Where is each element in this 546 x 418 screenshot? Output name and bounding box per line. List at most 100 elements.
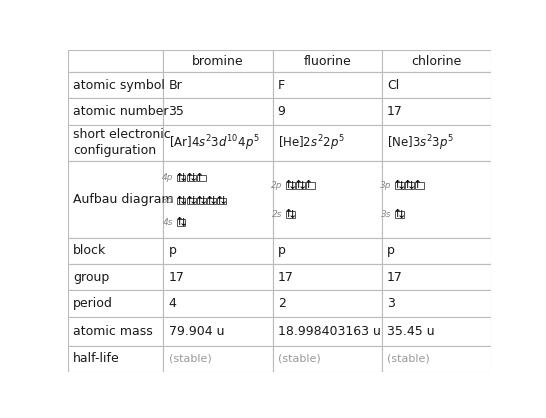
- Bar: [395, 182, 404, 189]
- Text: 35.45 u: 35.45 u: [387, 325, 435, 338]
- Bar: [272, 161, 382, 238]
- Text: Cl: Cl: [387, 79, 399, 92]
- Text: fluorine: fluorine: [304, 55, 351, 68]
- Text: ↓: ↓: [298, 181, 307, 191]
- Text: 2: 2: [278, 297, 286, 310]
- Text: ↑: ↑: [174, 217, 184, 227]
- Text: 35: 35: [169, 105, 185, 118]
- Bar: [382, 290, 491, 316]
- Text: ↑: ↑: [174, 196, 184, 206]
- Bar: [272, 98, 382, 125]
- Bar: [68, 161, 163, 238]
- Text: ↓: ↓: [188, 173, 198, 184]
- Bar: [163, 98, 272, 125]
- Bar: [197, 198, 206, 204]
- Bar: [163, 50, 272, 72]
- Bar: [296, 182, 305, 189]
- Bar: [382, 98, 491, 125]
- Bar: [176, 198, 186, 204]
- Text: (stable): (stable): [387, 354, 430, 364]
- Bar: [382, 316, 491, 346]
- Bar: [272, 346, 382, 372]
- Bar: [416, 182, 424, 189]
- Text: atomic mass: atomic mass: [73, 325, 153, 338]
- Bar: [272, 125, 382, 161]
- Text: p: p: [387, 245, 395, 257]
- Bar: [68, 50, 163, 72]
- Bar: [272, 50, 382, 72]
- Bar: [272, 264, 382, 290]
- Text: 17: 17: [278, 270, 294, 284]
- Bar: [68, 316, 163, 346]
- Bar: [163, 125, 272, 161]
- Bar: [68, 98, 163, 125]
- Text: period: period: [73, 297, 113, 310]
- Bar: [68, 346, 163, 372]
- Bar: [187, 175, 195, 181]
- Bar: [272, 238, 382, 264]
- Text: ↑: ↑: [393, 209, 402, 219]
- Bar: [68, 238, 163, 264]
- Bar: [382, 264, 491, 290]
- Text: 3s: 3s: [381, 210, 391, 219]
- Text: ↓: ↓: [219, 196, 228, 206]
- Bar: [163, 346, 272, 372]
- Text: ↑: ↑: [294, 180, 303, 190]
- Bar: [176, 175, 186, 181]
- Text: ↓: ↓: [407, 181, 416, 191]
- Bar: [382, 72, 491, 98]
- Bar: [382, 50, 491, 72]
- Bar: [382, 161, 491, 238]
- Bar: [197, 175, 206, 181]
- Text: 3: 3: [387, 297, 395, 310]
- Text: [Ne]3$s^2$3$p^5$: [Ne]3$s^2$3$p^5$: [387, 133, 454, 153]
- Text: ↑: ↑: [185, 196, 194, 206]
- Bar: [187, 198, 195, 204]
- Text: 4s: 4s: [163, 218, 173, 227]
- Text: ↓: ↓: [396, 210, 406, 220]
- Bar: [163, 238, 272, 264]
- Bar: [68, 125, 163, 161]
- Text: 9: 9: [278, 105, 286, 118]
- Text: block: block: [73, 245, 106, 257]
- Text: 4p: 4p: [162, 173, 173, 182]
- Text: ↓: ↓: [179, 196, 188, 206]
- Text: ↑: ↑: [304, 180, 313, 190]
- Bar: [382, 238, 491, 264]
- Text: Br: Br: [169, 79, 182, 92]
- Text: ↓: ↓: [396, 181, 406, 191]
- Bar: [68, 264, 163, 290]
- Text: ↑: ↑: [205, 196, 214, 206]
- Bar: [163, 72, 272, 98]
- Text: ↓: ↓: [209, 196, 218, 206]
- Bar: [163, 316, 272, 346]
- Text: 17: 17: [169, 270, 185, 284]
- Bar: [163, 161, 272, 238]
- Text: ↓: ↓: [188, 196, 198, 206]
- Text: bromine: bromine: [192, 55, 244, 68]
- Text: 3p: 3p: [380, 181, 391, 190]
- Text: short electronic
configuration: short electronic configuration: [73, 128, 171, 157]
- Text: atomic number: atomic number: [73, 105, 169, 118]
- Bar: [395, 212, 404, 218]
- Text: 17: 17: [387, 270, 403, 284]
- Text: ↓: ↓: [287, 210, 297, 220]
- Bar: [306, 182, 315, 189]
- Bar: [405, 182, 414, 189]
- Text: 17: 17: [387, 105, 403, 118]
- Text: 79.904 u: 79.904 u: [169, 325, 224, 338]
- Text: 2p: 2p: [271, 181, 282, 190]
- Text: ↑: ↑: [195, 173, 204, 183]
- Text: [Ar]4$s^2$3$d^{10}$4$p^5$: [Ar]4$s^2$3$d^{10}$4$p^5$: [169, 133, 259, 153]
- Bar: [163, 264, 272, 290]
- Bar: [217, 198, 226, 204]
- Text: 4: 4: [169, 297, 176, 310]
- Text: ↑: ↑: [185, 173, 194, 183]
- Bar: [68, 290, 163, 316]
- Text: ↑: ↑: [174, 173, 184, 183]
- Text: ↑: ↑: [283, 180, 293, 190]
- Text: atomic symbol: atomic symbol: [73, 79, 165, 92]
- Text: ↓: ↓: [179, 218, 188, 228]
- Text: ↑: ↑: [403, 180, 412, 190]
- Bar: [286, 212, 295, 218]
